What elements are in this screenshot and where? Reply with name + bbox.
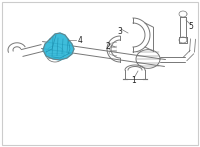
Text: 5: 5 [189,21,193,30]
Text: 1: 1 [132,76,136,85]
Text: 3: 3 [118,26,122,35]
Text: 4: 4 [78,35,82,45]
Text: 2: 2 [106,41,110,51]
Polygon shape [43,33,74,60]
